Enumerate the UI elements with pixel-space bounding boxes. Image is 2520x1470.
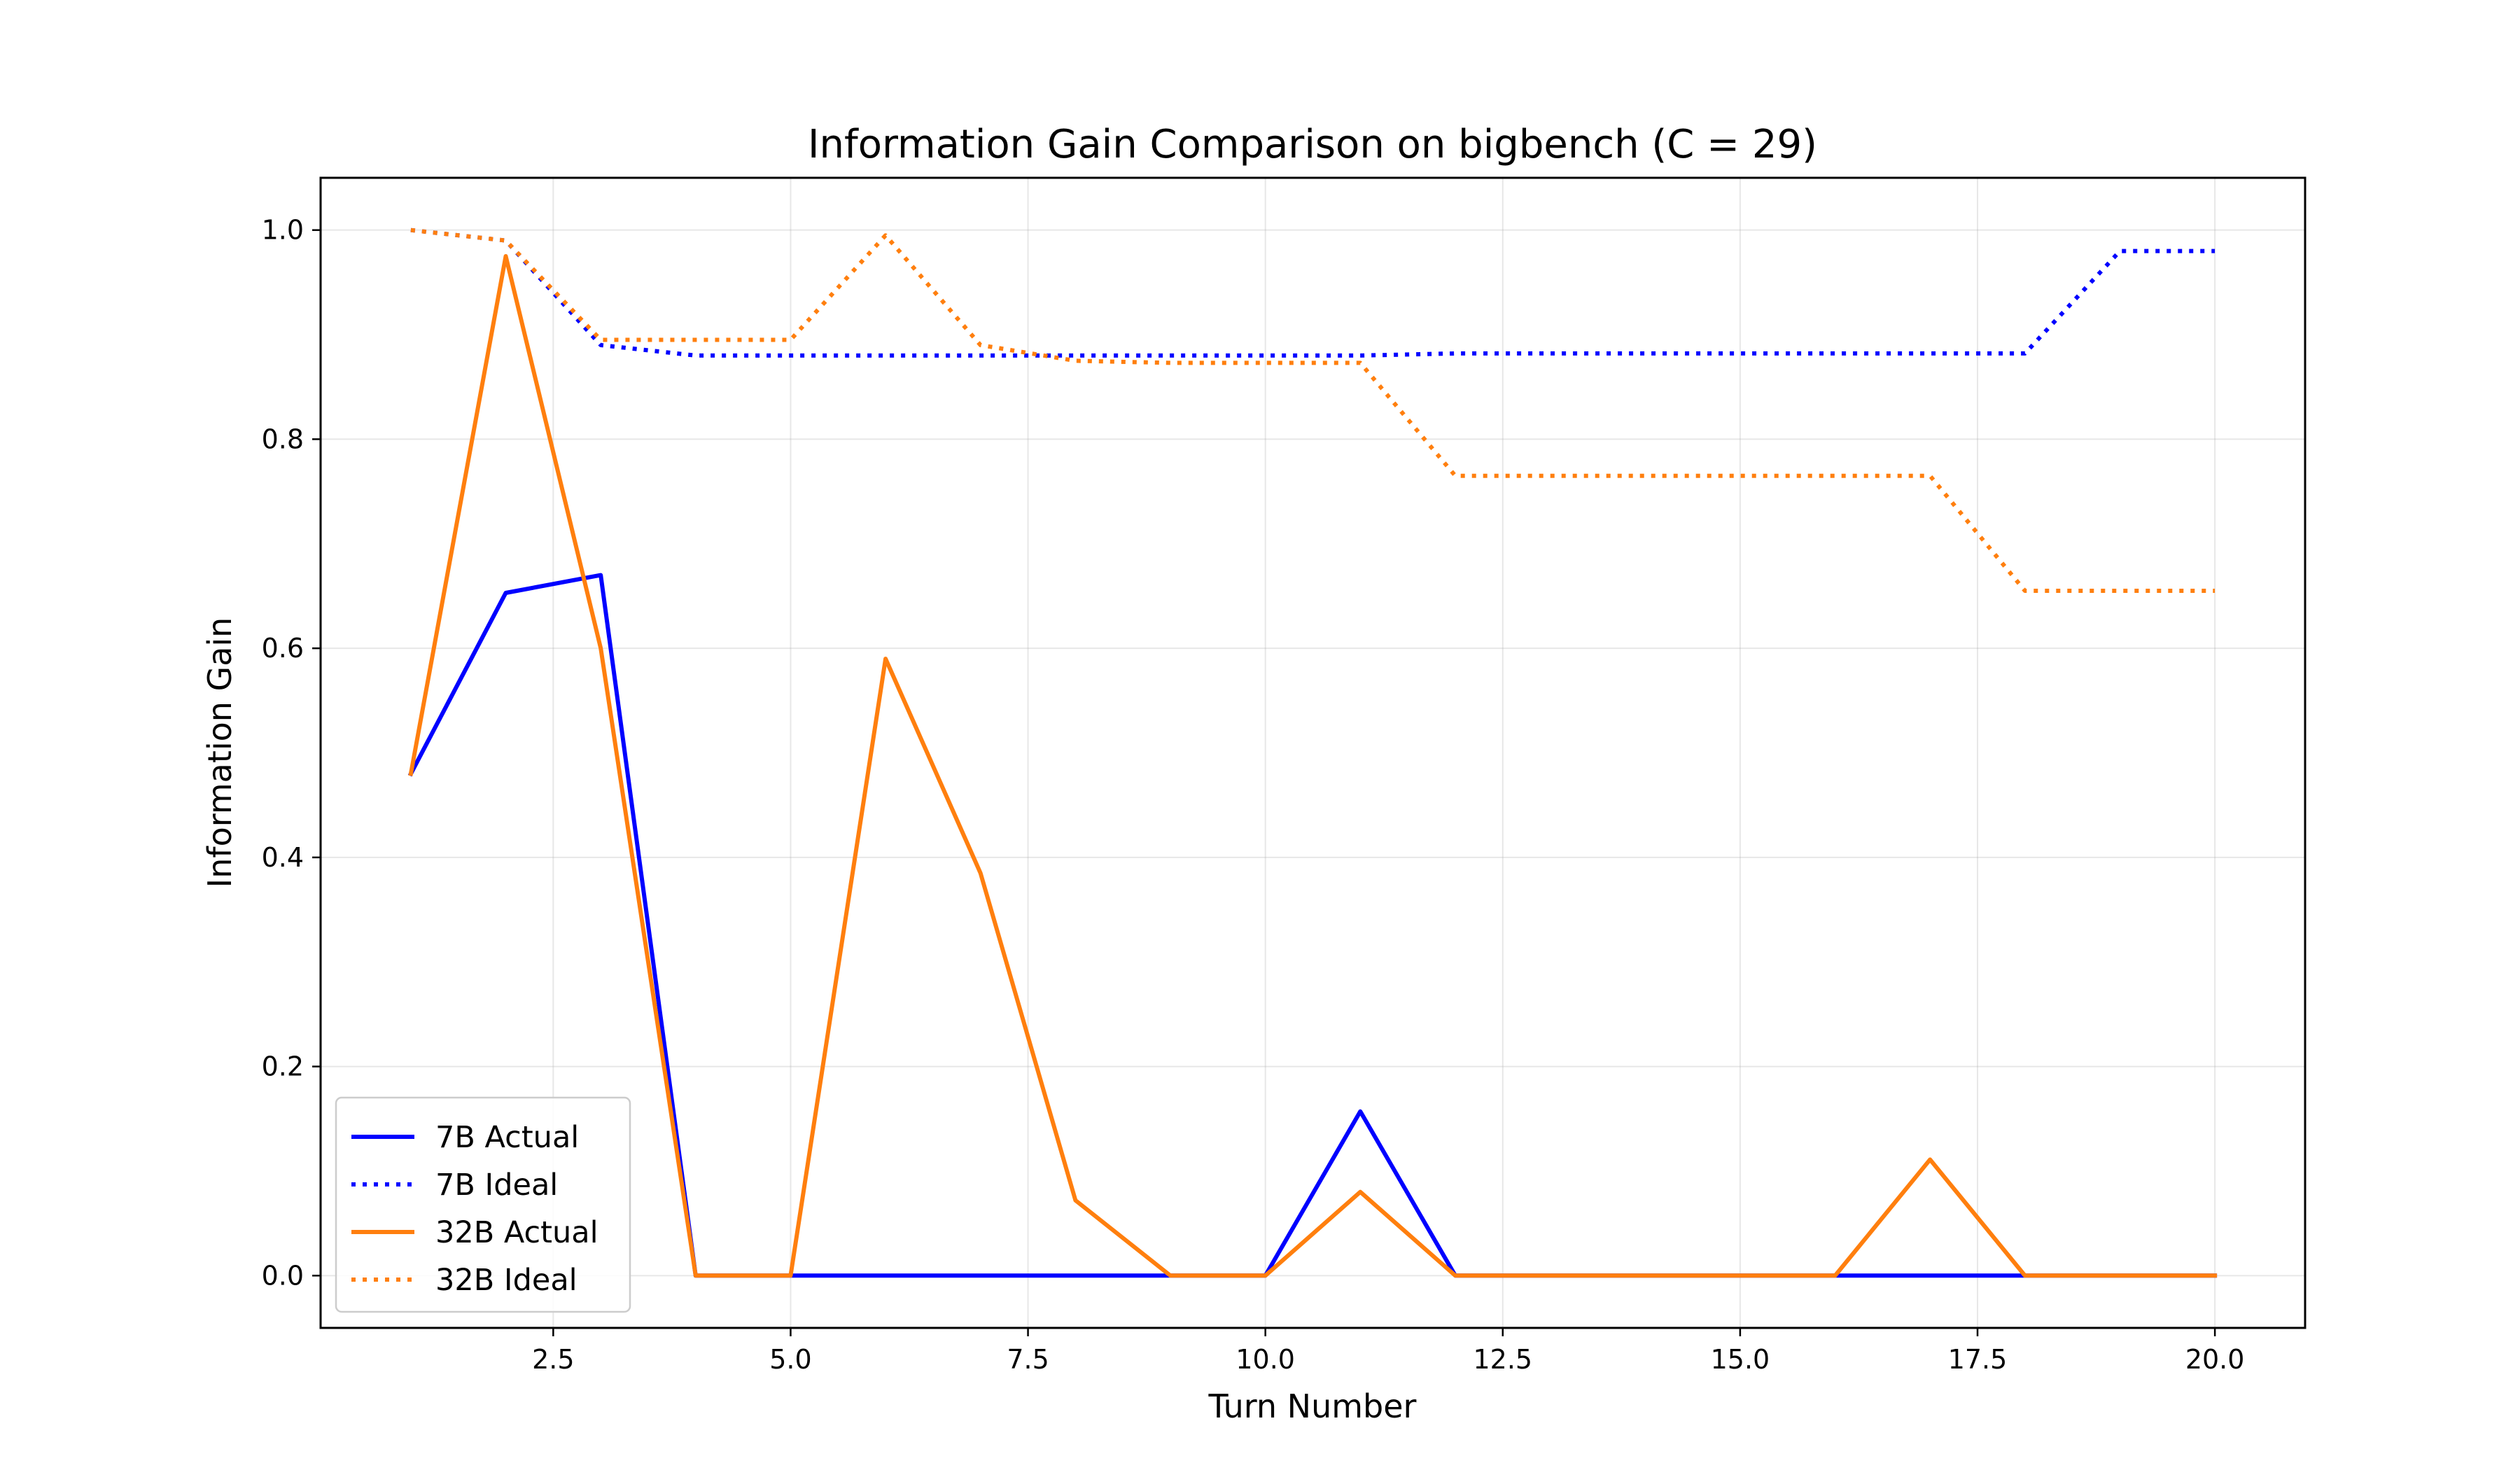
x-tick-label: 15.0 [1711, 1344, 1770, 1375]
x-axis-label: Turn Number [1208, 1387, 1417, 1425]
legend-label: 32B Ideal [435, 1263, 578, 1298]
y-axis-label: Information Gain [201, 617, 239, 888]
y-tick-label: 1.0 [262, 215, 304, 246]
grid [321, 178, 2305, 1328]
x-tick-label: 10.0 [1236, 1344, 1295, 1375]
x-tick-label: 12.5 [1473, 1344, 1532, 1375]
x-tick-label: 2.5 [532, 1344, 574, 1375]
legend-label: 7B Ideal [435, 1168, 558, 1203]
y-tick-label: 0.6 [262, 633, 304, 664]
x-tick-label: 7.5 [1007, 1344, 1049, 1375]
x-tick-label: 5.0 [769, 1344, 811, 1375]
y-tick-label: 0.4 [262, 842, 304, 873]
legend-label: 7B Actual [435, 1120, 579, 1155]
y-tick-label: 0.0 [262, 1260, 304, 1291]
series-line-32b-actual [408, 254, 2218, 1278]
plot-frame [319, 176, 2306, 1329]
series-line-7b-ideal [410, 227, 2216, 358]
legend: 7B Actual 7B Ideal 32B Actual 32B Ideal [335, 1096, 631, 1313]
y-tick-label: 0.8 [262, 424, 304, 454]
y-tick-label: 0.2 [262, 1051, 304, 1082]
ticks: 2.5 5.0 7.5 10.0 12.5 15.0 17.5 20.0 0.0 0.2 0.4 0.… [262, 215, 2245, 1375]
series-line-32b-ideal [410, 227, 2216, 593]
legend-label: 32B Actual [435, 1215, 598, 1250]
legend-box [335, 1096, 631, 1313]
x-tick-label: 17.5 [1948, 1344, 2008, 1375]
chart-title: Information Gain Comparison on bigbench … [808, 122, 1817, 167]
series-layer [407, 227, 2218, 1278]
x-tick-label: 20.0 [2185, 1344, 2245, 1375]
